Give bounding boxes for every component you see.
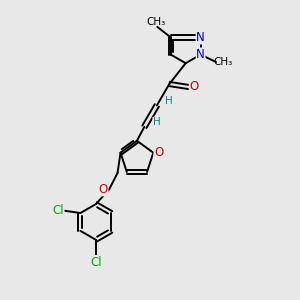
Text: CH₃: CH₃ <box>213 57 232 67</box>
Text: Cl: Cl <box>90 256 102 268</box>
Text: Cl: Cl <box>52 204 64 217</box>
Text: N: N <box>196 31 205 44</box>
Text: H: H <box>153 117 161 128</box>
Text: O: O <box>189 80 199 94</box>
Text: O: O <box>99 183 108 196</box>
Text: H: H <box>165 96 173 106</box>
Text: N: N <box>196 48 205 61</box>
Text: O: O <box>154 146 163 159</box>
Text: CH₃: CH₃ <box>146 17 166 27</box>
